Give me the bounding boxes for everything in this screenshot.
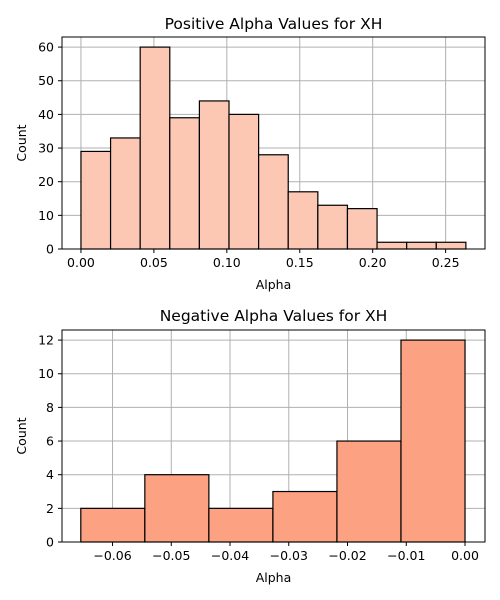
- y-tick-label: 2: [46, 501, 54, 516]
- y-tick-label: 8: [46, 400, 54, 415]
- histogram-bar: [169, 117, 201, 250]
- chart-title: Negative Alpha Values for XH: [160, 307, 388, 325]
- x-tick-label: −0.03: [270, 548, 308, 563]
- histogram-bar: [258, 154, 289, 250]
- x-tick-label: 0.25: [432, 255, 460, 270]
- positive-alpha-chart: Positive Alpha Values for XH Alpha Count…: [14, 15, 486, 292]
- y-tick-label: 6: [46, 434, 54, 449]
- y-tick-label: 60: [38, 40, 54, 55]
- histogram-bar: [272, 490, 338, 543]
- y-tick-label: 20: [38, 174, 54, 189]
- histogram-bar: [228, 113, 260, 250]
- x-tick-label: −0.04: [211, 548, 249, 563]
- negative-alpha-chart: Negative Alpha Values for XH Alpha Count…: [14, 307, 486, 585]
- x-axis-label: Alpha: [256, 277, 292, 292]
- y-tick-label: 50: [38, 73, 54, 88]
- plot-frame: [61, 329, 486, 543]
- histogram-bar: [406, 241, 437, 250]
- histogram-bar: [376, 241, 408, 250]
- y-tick-label: 12: [38, 333, 54, 348]
- x-tick-label: 0.15: [286, 255, 314, 270]
- histogram-bar: [144, 474, 210, 543]
- y-tick-label: 10: [38, 208, 54, 223]
- x-tick-label: 0.05: [140, 255, 168, 270]
- histogram-bar: [198, 100, 230, 250]
- y-tick-label: 30: [38, 141, 54, 156]
- y-tick-label: 10: [38, 366, 54, 381]
- x-axis-label: Alpha: [256, 570, 292, 585]
- histogram-bar: [287, 191, 319, 250]
- y-tick-label: 0: [46, 535, 54, 550]
- x-tick-label: −0.01: [387, 548, 425, 563]
- histogram-bar: [139, 46, 171, 250]
- histogram-bar: [400, 339, 466, 543]
- histogram-bar: [109, 137, 141, 250]
- plot-frame: [61, 36, 486, 250]
- x-tick-label: 0.00: [67, 255, 95, 270]
- y-axis-label: Count: [14, 417, 29, 454]
- x-tick-label: 0.10: [213, 255, 241, 270]
- x-tick-label: 0.20: [359, 255, 387, 270]
- histogram-bar: [80, 150, 112, 250]
- x-tick-label: −0.06: [93, 548, 131, 563]
- y-tick-label: 0: [46, 242, 54, 257]
- histogram-bar: [317, 204, 349, 250]
- x-tick-label: −0.05: [152, 548, 190, 563]
- histogram-bar: [346, 208, 378, 250]
- histogram-bar: [336, 440, 402, 543]
- chart-title: Positive Alpha Values for XH: [165, 15, 383, 33]
- y-tick-label: 40: [38, 107, 54, 122]
- x-tick-label: −0.02: [328, 548, 366, 563]
- histogram-bar: [208, 507, 274, 543]
- histogram-bar: [435, 241, 467, 250]
- y-tick-label: 4: [46, 467, 54, 482]
- x-tick-label: 0.00: [451, 548, 479, 563]
- histogram-bar: [80, 507, 146, 543]
- y-axis-label: Count: [14, 124, 29, 161]
